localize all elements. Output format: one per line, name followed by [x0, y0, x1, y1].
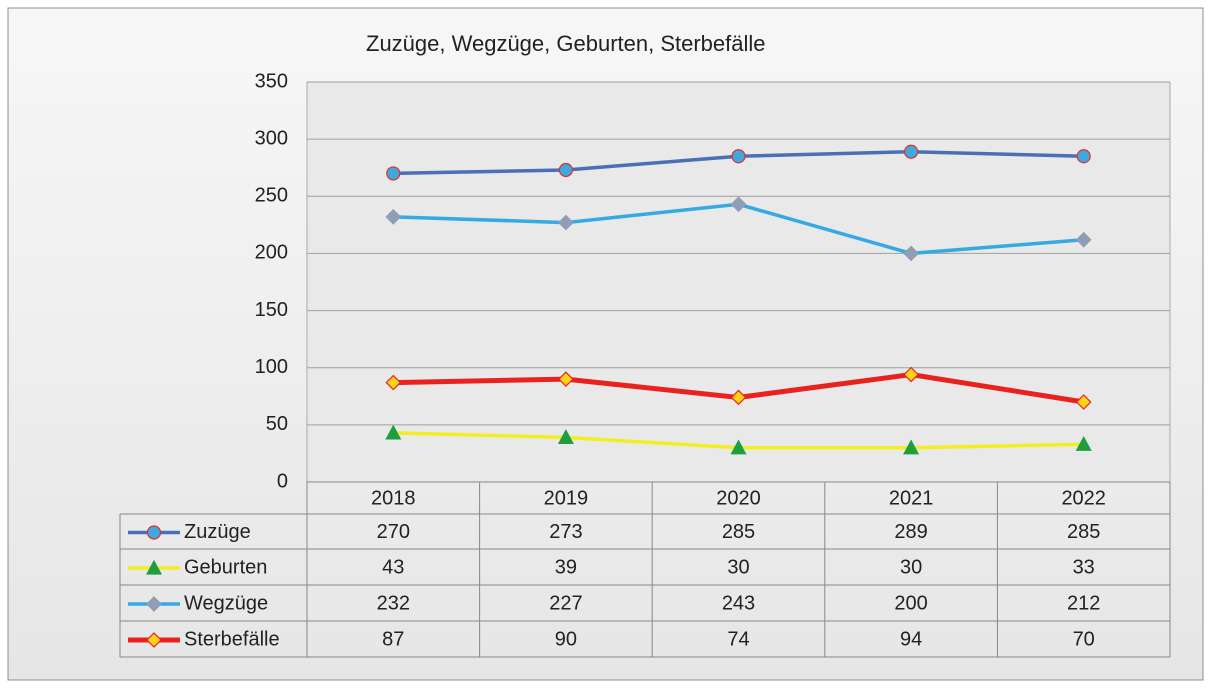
legend-label: Geburten [184, 556, 267, 578]
table-cell: 87 [382, 628, 404, 650]
table-cell: 39 [555, 556, 577, 578]
y-tick-label: 0 [277, 470, 288, 492]
y-tick-label: 50 [266, 413, 288, 435]
marker [385, 209, 402, 225]
table-cell: 285 [722, 521, 755, 543]
y-tick-label: 100 [255, 356, 288, 378]
table-cell: 227 [549, 592, 582, 614]
table-cell: 70 [1073, 628, 1095, 650]
marker [730, 196, 747, 213]
marker [558, 162, 574, 178]
table-cell: 273 [549, 521, 582, 543]
table-cell: 212 [1067, 592, 1100, 614]
marker [386, 166, 401, 181]
x-tick-label: 2022 [1061, 487, 1106, 509]
table-cell: 285 [1067, 521, 1100, 543]
marker [1075, 436, 1092, 451]
marker [557, 429, 574, 445]
table-cell: 289 [894, 521, 927, 543]
marker [903, 144, 919, 159]
marker [903, 245, 919, 262]
y-tick-label: 150 [255, 299, 288, 321]
marker [1075, 231, 1092, 248]
y-tick-label: 250 [255, 185, 288, 207]
plot-area [306, 81, 1171, 483]
table-cell: 90 [555, 628, 577, 650]
table-cell: 33 [1073, 556, 1095, 578]
table-cell: 74 [727, 628, 749, 650]
marker [558, 214, 574, 231]
legend-label: Sterbefälle [184, 628, 280, 650]
marker [1075, 394, 1092, 410]
marker [1076, 149, 1091, 164]
marker [146, 632, 162, 648]
y-tick-label: 200 [255, 242, 288, 264]
marker [146, 525, 162, 540]
marker [146, 596, 162, 612]
x-tick-label: 2019 [544, 487, 589, 509]
table-cell: 270 [377, 521, 410, 543]
table-cell: 94 [900, 628, 922, 650]
marker [730, 439, 747, 455]
marker [385, 424, 402, 440]
table-cell: 30 [900, 556, 922, 578]
marker [385, 374, 402, 391]
table-cell: 30 [727, 556, 749, 578]
y-tick-label: 350 [255, 70, 288, 92]
marker [730, 389, 747, 406]
table-cell: 232 [377, 592, 410, 614]
x-tick-label: 2020 [716, 487, 761, 509]
table-cell: 243 [722, 592, 755, 614]
marker [145, 559, 163, 575]
table-cell: 200 [894, 592, 927, 614]
marker [903, 439, 920, 455]
chart-title: Zuzüge, Wegzüge, Geburten, Sterbefälle [366, 31, 766, 56]
marker [731, 149, 746, 164]
y-tick-label: 300 [255, 127, 288, 149]
marker [558, 371, 574, 387]
legend-label: Zuzüge [184, 521, 251, 543]
marker [903, 366, 919, 383]
x-tick-label: 2018 [371, 487, 416, 509]
x-tick-label: 2021 [889, 487, 934, 509]
table-cell: 43 [382, 556, 404, 578]
legend-label: Wegzüge [184, 592, 268, 614]
